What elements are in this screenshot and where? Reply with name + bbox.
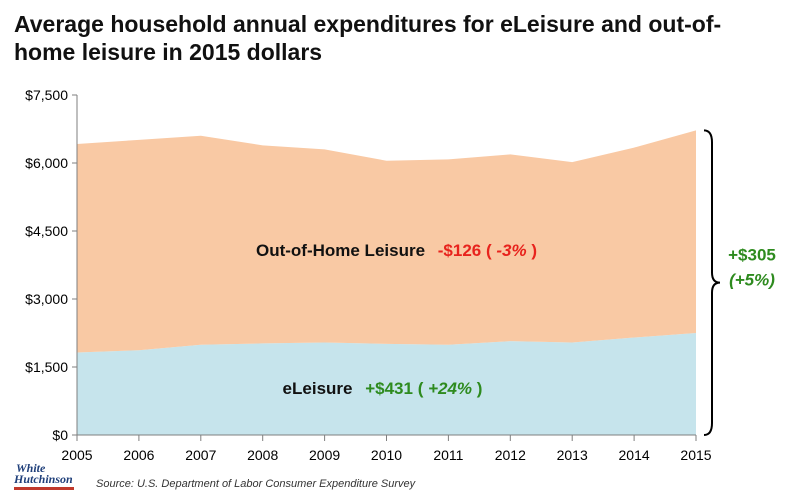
area-layer [77,130,696,435]
y-tick-label: $4,500 [25,223,68,239]
y-tick-label: $3,000 [25,291,68,307]
area-out-of-home-leisure [77,130,696,353]
area-eleisure [77,333,696,435]
out-of-home-label: Out-of-Home Leisure [256,241,425,260]
logo-bar [14,487,74,490]
axes-layer: $0 $1,500 $3,000 $4,500 $6,000 $7,500 2005 2006… [25,87,712,463]
x-tick-label: 2014 [619,447,650,463]
x-tick-label: 2013 [557,447,588,463]
logo-line-2: Hutchinson [14,472,73,486]
source-note: Source: U.S. Department of Labor Consume… [96,478,416,490]
out-of-home-annotation: Out-of-Home Leisure -$126 ( -3% ) [256,241,537,260]
x-tick-label: 2015 [680,447,711,463]
out-of-home-pct: -3% [496,241,526,260]
eleisure-annotation: eLeisure +$431 ( +24% ) [283,379,483,398]
eleisure-pct: +24% [428,379,472,398]
logo-line-1: White [16,461,46,475]
x-tick-label: 2006 [123,447,154,463]
x-tick-label: 2011 [433,447,463,463]
out-of-home-close: ) [531,241,537,260]
x-tick-label: 2012 [495,447,526,463]
y-tick-label: $0 [52,427,68,443]
x-tick-label: 2008 [247,447,278,463]
x-tick-label: 2005 [61,447,92,463]
chart-title: Average household annual expenditures fo… [14,11,722,65]
y-tick-label: $7,500 [25,87,68,103]
out-of-home-change: -$126 ( [438,241,492,260]
annotation-layer: Out-of-Home Leisure -$126 ( -3% ) eLeisu… [256,129,776,436]
x-tick-label: 2009 [309,447,340,463]
eleisure-change: +$431 ( [365,379,423,398]
total-change-value: +$305 [728,246,776,265]
total-change-brace [703,129,721,436]
y-tick-label: $1,500 [25,359,68,375]
eleisure-close: ) [477,379,483,398]
x-tick-label: 2010 [371,447,402,463]
white-hutchinson-logo: White Hutchinson [10,462,80,496]
total-change-pct: (+5%) [729,271,775,290]
x-tick-label: 2007 [185,447,216,463]
y-tick-label: $6,000 [25,155,68,171]
eleisure-label: eLeisure [283,379,353,398]
